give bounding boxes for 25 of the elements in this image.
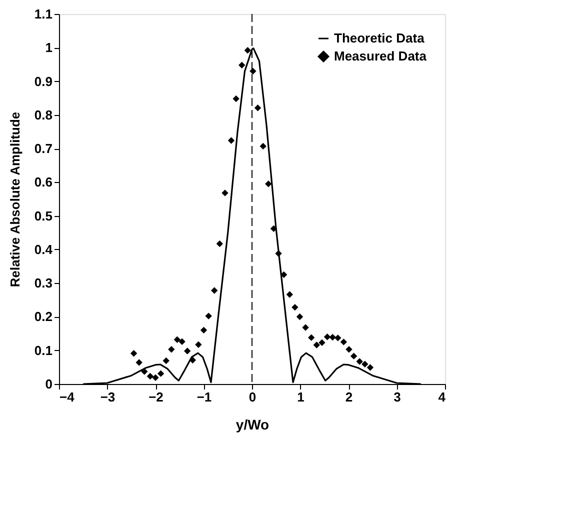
x-tick-label: −4 xyxy=(60,390,76,404)
y-tick-label: 0.4 xyxy=(34,242,54,257)
y-tick-label: 0.9 xyxy=(34,74,52,89)
x-tick-label: 0 xyxy=(248,390,256,404)
x-axis-title: y/Wo xyxy=(236,416,270,432)
y-tick-label: 0.1 xyxy=(34,342,52,358)
x-tick-label: 3 xyxy=(394,390,401,404)
x-tick-label: 4 xyxy=(438,390,446,404)
x-tick-label: −3 xyxy=(100,390,116,404)
y-tick-label: 0.3 xyxy=(34,276,52,291)
x-tick-label: −1 xyxy=(196,390,212,404)
legend-label: Measured Data xyxy=(334,48,428,64)
y-axis-title: Relative Absolute Amplitude xyxy=(7,112,22,288)
y-tick-label: 0 xyxy=(45,376,52,392)
x-tick-label: 1 xyxy=(297,390,304,404)
y-tick-label: 0.7 xyxy=(34,141,52,156)
y-tick-label: 0.8 xyxy=(34,107,52,122)
y-tick-label: 1 xyxy=(45,40,52,56)
y-tick-label: 0.5 xyxy=(34,208,52,224)
x-tick-label: −2 xyxy=(148,390,164,404)
x-tick-label: 2 xyxy=(345,390,353,404)
y-tick-label: 0.6 xyxy=(34,174,52,190)
y-tick-label: 0.2 xyxy=(34,309,52,324)
legend-label: Theoretic Data xyxy=(334,30,426,46)
y-tick-label: 1.1 xyxy=(34,6,52,22)
